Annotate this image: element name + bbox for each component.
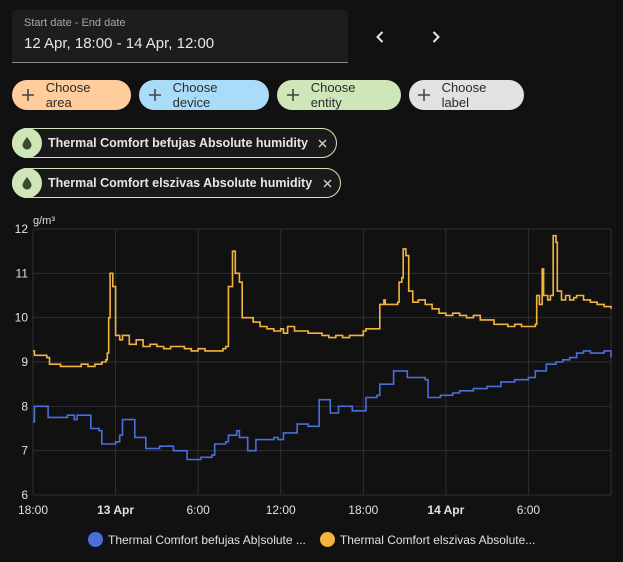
- water-drop-icon: [12, 168, 42, 198]
- choose-entity-label: Choose entity: [310, 80, 356, 110]
- entity-chip-elszivas[interactable]: Thermal Comfort elszivas Absolute humidi…: [12, 168, 342, 198]
- y-axis-unit-label: g/m³: [33, 215, 55, 227]
- legend-item-elszivas[interactable]: Thermal Comfort elszivas Absolute...: [319, 532, 536, 547]
- choose-area-button[interactable]: Choose area: [12, 80, 131, 110]
- x-tick-label: 18:00: [18, 503, 48, 517]
- next-period-button[interactable]: [421, 22, 451, 52]
- water-drop-icon: [12, 128, 42, 158]
- plus-icon: [415, 85, 434, 105]
- date-range-picker[interactable]: Start date - End date 12 Apr, 18:00 - 14…: [12, 10, 348, 63]
- chevron-left-icon: [376, 31, 384, 43]
- choose-area-label: Choose area: [45, 80, 91, 110]
- x-tick-label: 12:00: [266, 503, 296, 517]
- series-line-0[interactable]: [33, 350, 612, 461]
- y-tick-label: 12: [15, 222, 29, 236]
- entity-chip-befujas[interactable]: Thermal Comfort befujas Absolute humidit…: [12, 128, 337, 158]
- plus-icon: [18, 85, 38, 105]
- x-tick-label: 14 Apr: [427, 503, 464, 517]
- y-tick-label: 6: [21, 488, 28, 502]
- x-tick-label: 18:00: [348, 503, 378, 517]
- date-range-value: 12 Apr, 18:00 - 14 Apr, 12:00: [24, 35, 215, 52]
- legend-swatch: [319, 532, 335, 547]
- legend-label: Thermal Comfort befujas Ab|solute ...: [108, 532, 306, 547]
- y-axis-ticks: 6 7 8 9 10 11 12: [15, 222, 29, 502]
- y-tick-label: 8: [21, 399, 28, 413]
- legend-swatch: [88, 532, 103, 547]
- entity-chip-label: Thermal Comfort elszivas Absolute humidi…: [48, 176, 313, 190]
- y-tick-label: 10: [15, 311, 29, 325]
- choose-label-button[interactable]: Choose label: [409, 80, 524, 110]
- y-tick-label: 7: [21, 444, 28, 458]
- previous-period-button[interactable]: [365, 22, 395, 52]
- target-picker-chips: Choose area Choose device Choose entity …: [12, 80, 524, 110]
- choose-device-label: Choose device: [172, 80, 218, 110]
- choose-label-label: Choose label: [441, 80, 487, 110]
- chart-series: [33, 234, 612, 461]
- y-tick-label: 11: [16, 266, 29, 280]
- x-tick-label: 6:00: [186, 503, 210, 517]
- x-tick-label: 6:00: [517, 503, 541, 517]
- date-range-label: Start date - End date: [24, 17, 126, 29]
- entity-chip-label: Thermal Comfort befujas Absolute humidit…: [48, 136, 308, 150]
- plus-icon: [283, 85, 303, 105]
- series-line-1[interactable]: [33, 234, 612, 368]
- choose-entity-button[interactable]: Choose entity: [277, 80, 401, 110]
- chevron-right-icon: [432, 31, 440, 43]
- plus-icon: [145, 85, 165, 105]
- chart-grid: [32, 228, 612, 496]
- chart-legend: Thermal Comfort befujas Ab|solute ... Th…: [88, 532, 535, 547]
- legend-label: Thermal Comfort elszivas Absolute...: [339, 532, 536, 547]
- legend-item-befujas[interactable]: Thermal Comfort befujas Ab|solute ...: [88, 532, 306, 547]
- x-tick-label: 13 Apr: [97, 503, 134, 517]
- remove-entity-close-icon[interactable]: [320, 176, 334, 190]
- y-tick-label: 9: [21, 355, 28, 369]
- choose-device-button[interactable]: Choose device: [139, 80, 269, 110]
- remove-entity-close-icon[interactable]: [316, 136, 330, 150]
- x-axis-ticks: 18:00 13 Apr 6:00 12:00 18:00 14 Apr 6:00: [18, 503, 540, 517]
